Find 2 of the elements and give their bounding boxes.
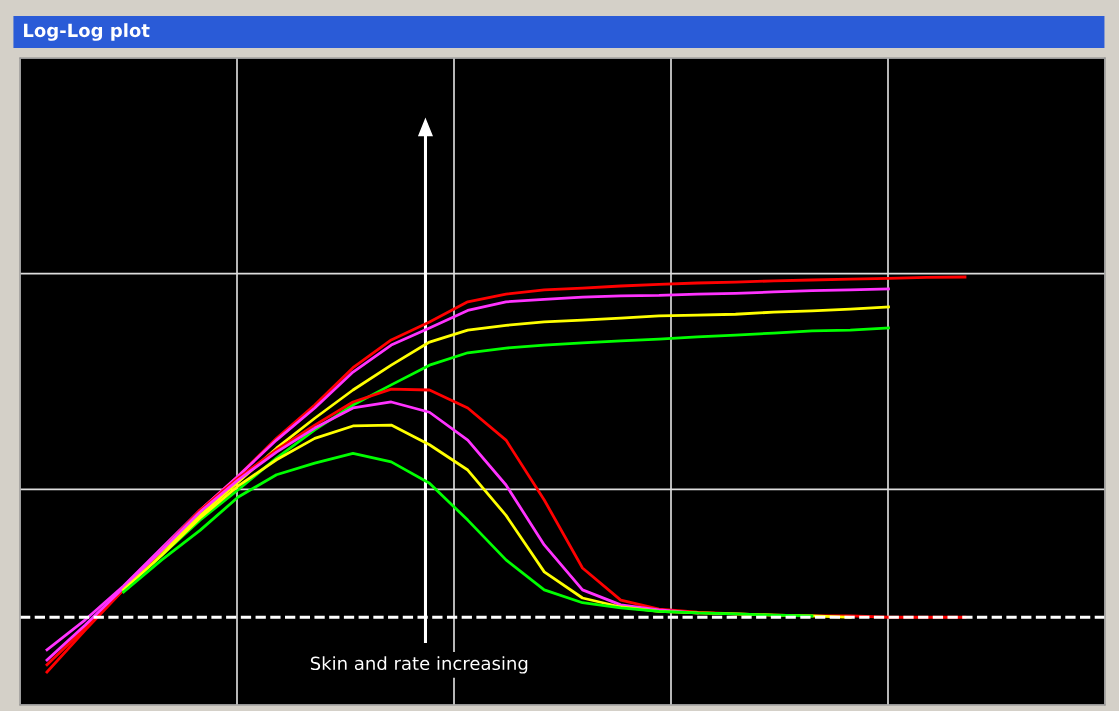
chart-title: Log-Log plot	[24, 23, 150, 41]
annotation: Skin and rate increasing	[310, 656, 528, 674]
